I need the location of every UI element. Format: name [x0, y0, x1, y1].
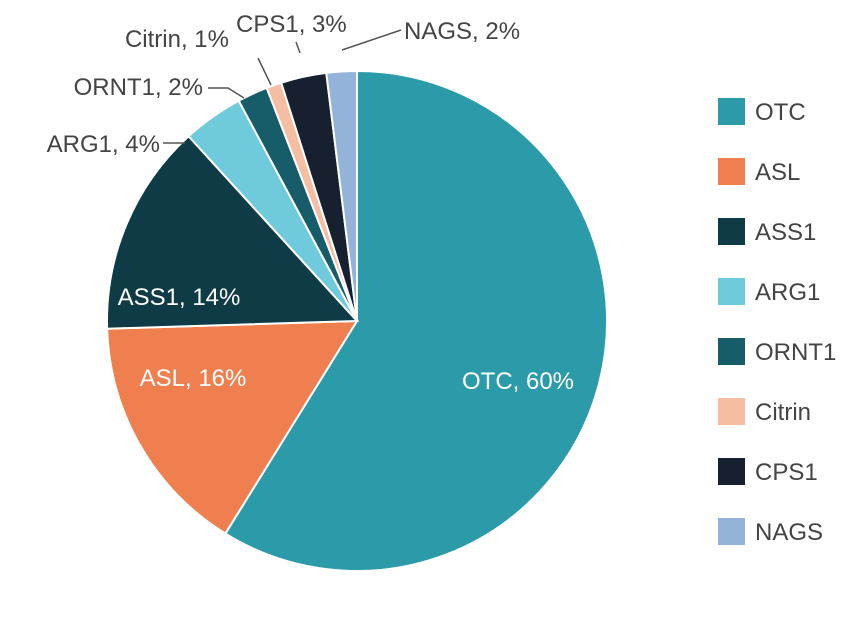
legend-label-ornt1: ORNT1: [755, 339, 836, 366]
legend-label-cps1: CPS1: [755, 459, 818, 486]
data-label-asl: ASL, 16%: [140, 365, 247, 392]
legend-label-ass1: ASS1: [755, 219, 816, 246]
leader-line-ornt1: [208, 87, 245, 99]
data-label-arg1: ARG1, 4%: [47, 131, 160, 158]
pie-slice-nags: [325, 69, 358, 322]
legend-label-arg1: ARG1: [755, 279, 820, 306]
legend-swatch-ass1: [718, 218, 745, 245]
legend-swatch-cps1: [718, 458, 745, 485]
data-label-ornt1: ORNT1, 2%: [74, 74, 203, 101]
pie-slices: [106, 69, 608, 572]
data-label-nags: NAGS, 2%: [404, 18, 520, 45]
data-labels: OTC, 60% ASL, 16% ASS1, 14% ARG1, 4% ORNT1, …: [47, 11, 574, 395]
legend: OTC ASL ASS1 ARG1 ORNT1 Citrin CPS1 NAGS: [718, 98, 836, 546]
data-label-otc: OTC, 60%: [462, 368, 574, 395]
legend-swatch-arg1: [718, 278, 745, 305]
legend-swatch-citrin: [718, 398, 745, 425]
leader-line-nags: [341, 29, 402, 51]
leader-line-citrin: [257, 57, 272, 86]
leader-line-cps1: [295, 41, 301, 54]
legend-label-citrin: Citrin: [755, 399, 811, 426]
leader-lines: [163, 29, 402, 144]
legend-label-nags: NAGS: [755, 519, 823, 546]
legend-swatch-asl: [718, 158, 745, 185]
pie-slice-otc: [224, 69, 608, 572]
legend-swatch-otc: [718, 98, 745, 125]
pie-slice-asl: [106, 319, 359, 535]
legend-label-otc: OTC: [755, 99, 806, 126]
data-label-citrin: Citrin, 1%: [125, 26, 229, 53]
legend-swatch-ornt1: [718, 338, 745, 365]
data-label-cps1: CPS1, 3%: [236, 11, 347, 38]
legend-label-asl: ASL: [755, 159, 800, 186]
data-label-ass1: ASS1, 14%: [118, 284, 241, 311]
pie-slice-ass1: [106, 134, 360, 330]
legend-swatch-nags: [718, 518, 745, 545]
